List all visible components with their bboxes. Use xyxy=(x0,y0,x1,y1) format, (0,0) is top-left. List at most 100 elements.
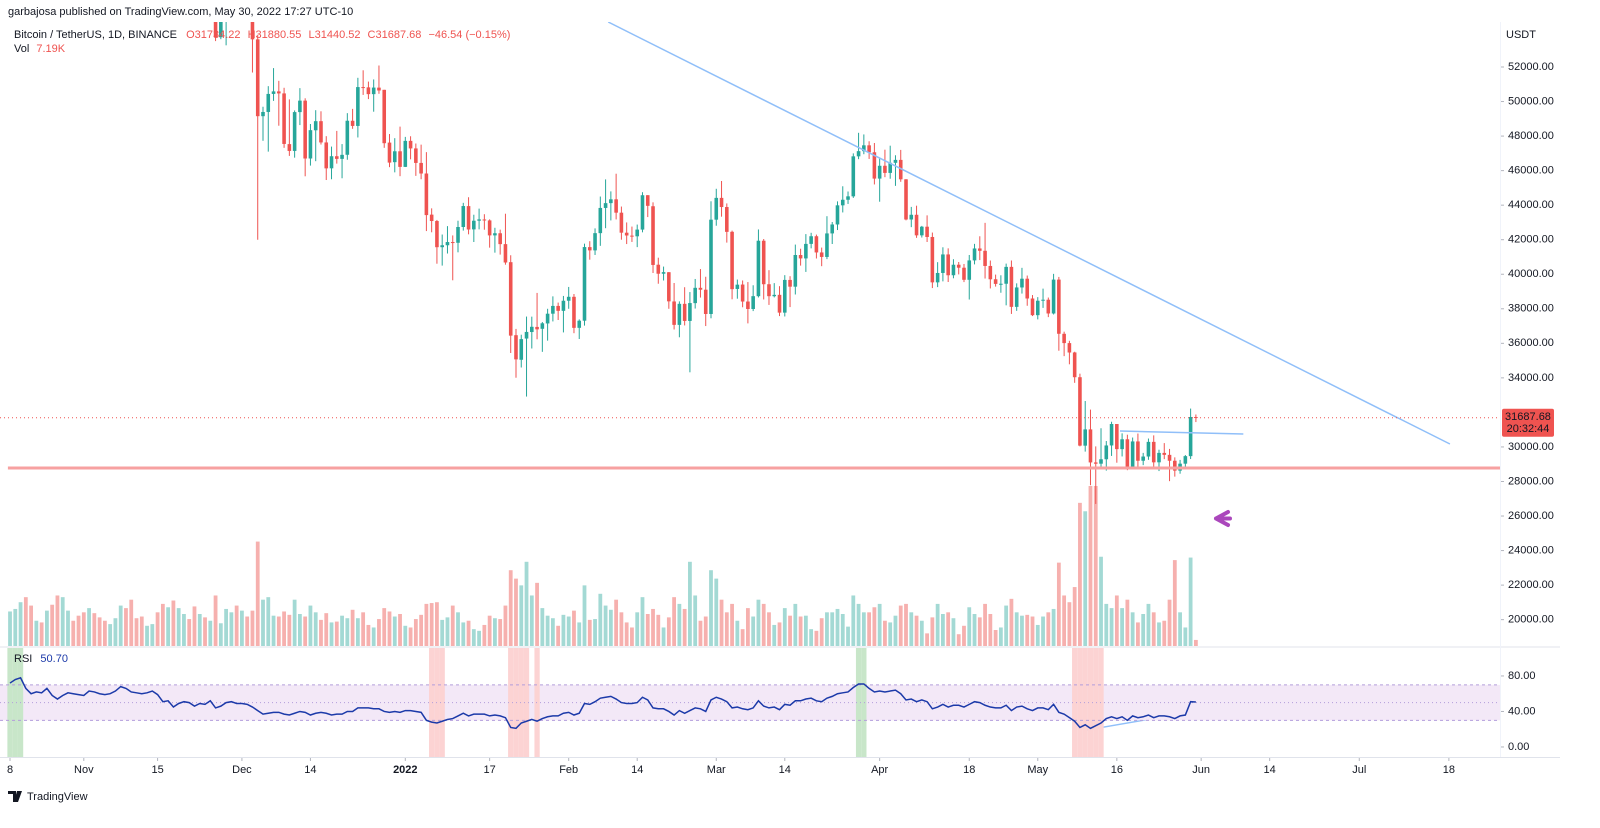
volume-bar xyxy=(577,622,582,646)
volume-bar xyxy=(883,620,887,646)
volume-bar xyxy=(914,615,919,646)
candle-body xyxy=(782,279,787,313)
candle-body xyxy=(398,151,402,167)
candle-body xyxy=(440,245,444,248)
candle-body xyxy=(313,121,318,131)
volume-bar xyxy=(582,585,587,646)
volume-bar xyxy=(614,599,619,646)
volume-bar xyxy=(1062,595,1067,646)
volume-bar xyxy=(176,608,181,646)
volume-bar xyxy=(977,617,982,646)
y-tick-label: 26000.00 xyxy=(1508,510,1554,522)
volume-bar xyxy=(234,605,239,646)
volume-bar xyxy=(1025,614,1030,646)
x-tick-label: Jul xyxy=(1352,764,1366,776)
x-tick-label: 14 xyxy=(304,764,316,776)
candle-body xyxy=(1035,300,1040,316)
volume-bar xyxy=(893,615,898,646)
candle-body xyxy=(1183,456,1188,464)
volume-bar xyxy=(777,622,782,646)
candle-body xyxy=(1093,462,1098,464)
candle-body xyxy=(804,243,808,259)
candle-body xyxy=(993,279,998,284)
candle-body xyxy=(298,100,302,113)
volume-bar xyxy=(408,627,413,646)
candle-body xyxy=(445,242,450,246)
candle-body xyxy=(392,151,397,163)
volume-bar xyxy=(819,618,824,646)
candle-body xyxy=(972,248,977,261)
candle-body xyxy=(456,226,460,243)
volume-bar xyxy=(651,608,655,646)
volume-bar xyxy=(461,622,466,646)
candle-body xyxy=(1099,459,1103,464)
candle-body xyxy=(756,240,761,297)
y-tick-label: 48000.00 xyxy=(1508,130,1554,142)
x-tick-label: Mar xyxy=(707,764,726,776)
volume-bar xyxy=(909,612,914,646)
volume-bar xyxy=(1193,639,1198,646)
x-tick-label: Apr xyxy=(871,764,888,776)
volume-bar xyxy=(835,608,840,646)
volume-bar xyxy=(255,541,260,646)
volume-bar xyxy=(645,614,650,646)
volume-bar xyxy=(688,561,692,646)
candle-body xyxy=(271,91,276,94)
candle-body xyxy=(371,87,376,95)
candle-body xyxy=(1125,439,1130,470)
volume-bar xyxy=(329,622,334,646)
candle-body xyxy=(888,162,892,173)
rsi-zone xyxy=(1082,648,1088,757)
candle-body xyxy=(819,252,824,257)
candle-body xyxy=(1173,460,1177,471)
candle-body xyxy=(287,144,292,151)
volume-bar xyxy=(751,616,756,646)
volume-bar xyxy=(1083,511,1088,646)
volume-bar xyxy=(1104,603,1109,646)
brand: TradingView xyxy=(27,791,88,803)
volume-bar xyxy=(1125,599,1130,646)
candle-body xyxy=(387,142,392,163)
volume-bar xyxy=(308,605,313,646)
volume-bar xyxy=(519,585,524,646)
volume-bar xyxy=(355,618,360,646)
volume-bar xyxy=(593,619,597,646)
volume-bar xyxy=(724,612,729,646)
candle-body xyxy=(651,206,655,265)
volume-bar xyxy=(129,599,134,646)
rsi-zone xyxy=(1072,648,1078,757)
volume-bar xyxy=(297,614,302,646)
symbol: Bitcoin / TetherUS, 1D, BINANCE xyxy=(14,29,177,41)
x-tick-label: Jun xyxy=(1192,764,1210,776)
volume-bar xyxy=(535,582,539,646)
volume-bar xyxy=(709,570,713,646)
y-tick-label: 40000.00 xyxy=(1508,268,1554,280)
legend: Bitcoin / TetherUS, 1D, BINANCE O31734.2… xyxy=(14,29,510,41)
y-tick-label: 24000.00 xyxy=(1508,544,1554,556)
candle-body xyxy=(688,303,692,321)
candle-body xyxy=(1030,298,1035,316)
volume-bar xyxy=(925,633,929,646)
volume-bar xyxy=(919,620,924,646)
volume-bar xyxy=(1009,598,1014,646)
volume-bar xyxy=(208,620,213,646)
candle-body xyxy=(609,199,613,204)
volume-name: Vol xyxy=(14,43,29,55)
volume-bar xyxy=(1067,602,1072,646)
volume-bar xyxy=(197,614,202,646)
candle-body xyxy=(1151,441,1156,463)
volume-bar xyxy=(55,595,60,646)
rsi-tick-label: 40.00 xyxy=(1508,705,1536,717)
volume-bar xyxy=(282,611,286,646)
candle-body xyxy=(1088,429,1093,463)
candle-body xyxy=(424,173,429,216)
volume-bar xyxy=(550,618,555,646)
candle-body xyxy=(1009,266,1014,307)
volume-bar xyxy=(487,615,492,646)
volume-bar xyxy=(450,605,455,646)
volume-legend: Vol 7.19K xyxy=(14,43,66,55)
rsi-pane xyxy=(0,648,1500,757)
volume-bar xyxy=(29,605,33,646)
volume-bar xyxy=(92,613,97,646)
